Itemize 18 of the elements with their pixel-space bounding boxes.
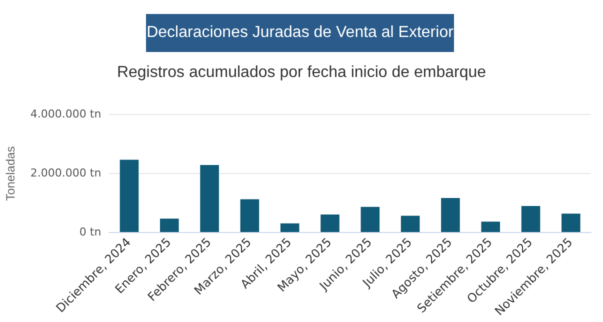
y-tick-label: 0 tn <box>79 225 102 238</box>
bar <box>120 160 139 232</box>
bar <box>240 199 260 232</box>
bar <box>562 214 580 232</box>
bar <box>280 223 300 232</box>
chart-title: Declaraciones Juradas de Venta al Exterior <box>146 14 454 52</box>
y-tick-label: 4.000.000 tn <box>30 107 102 120</box>
y-tick-label: 2.000.000 tn <box>30 166 102 180</box>
y-axis-title: Toneladas <box>4 146 18 201</box>
bar <box>400 216 420 232</box>
chart-subtitle: Registros acumulados por fecha inicio de embarque <box>116 64 488 82</box>
bar <box>360 206 380 232</box>
bar <box>200 165 219 232</box>
bar <box>160 218 179 232</box>
bar <box>320 214 340 232</box>
bar <box>521 206 540 232</box>
bar <box>441 198 460 232</box>
bar <box>481 222 500 232</box>
